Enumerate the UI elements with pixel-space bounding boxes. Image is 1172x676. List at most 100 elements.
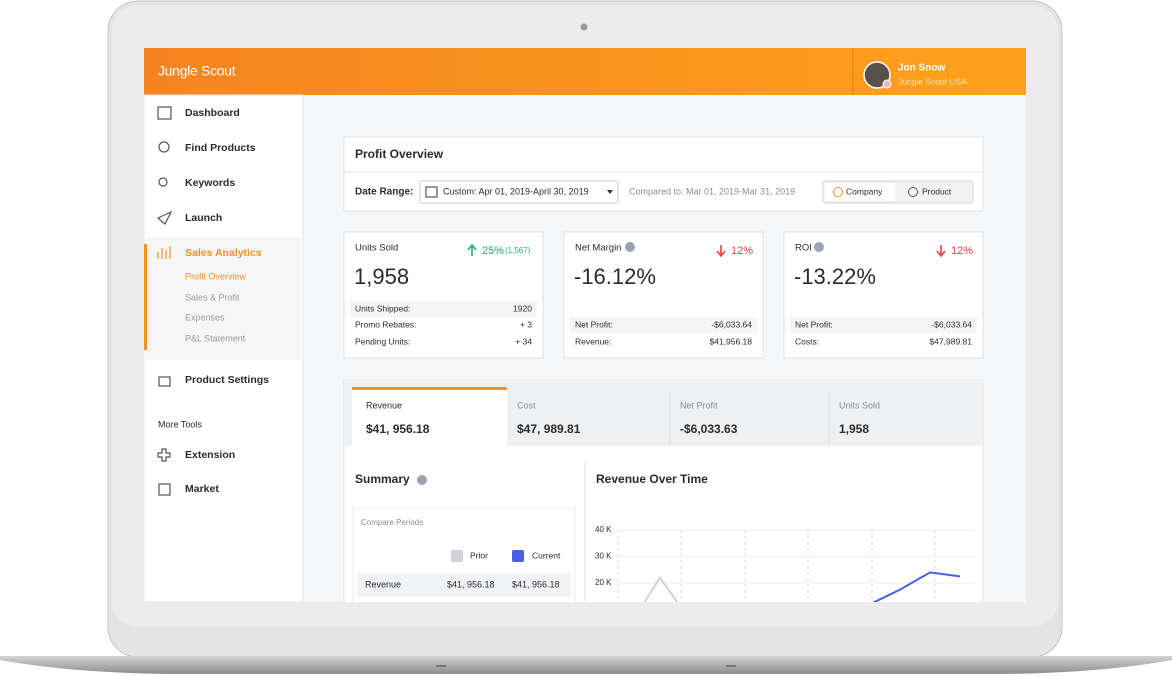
tab-label[interactable]: Cost: [517, 400, 536, 410]
row-label: Revenue: [365, 579, 401, 589]
toggle-selected: [825, 183, 895, 201]
nav-item[interactable]: Extension: [185, 449, 235, 461]
tab-label[interactable]: Units Sold: [839, 400, 880, 410]
nav-item[interactable]: Find Products: [185, 142, 256, 154]
kpi-row-label: Costs:: [795, 336, 819, 346]
nav-item[interactable]: Launch: [185, 212, 222, 224]
kpi-card: [783, 231, 984, 359]
flag: [882, 79, 892, 89]
nav-icons: [156, 106, 173, 496]
tab-value: -$6,033.63: [680, 422, 738, 436]
nav-item[interactable]: Dashboard: [185, 107, 240, 119]
kpi-row-label: Net Profit:: [795, 319, 833, 329]
summary-title: Summary: [355, 472, 410, 486]
icon: [158, 483, 171, 496]
tab-label[interactable]: Revenue: [366, 400, 402, 410]
kpi-row-bg: [350, 301, 537, 317]
kpi-value: -13.22%: [794, 264, 876, 289]
nav-item[interactable]: Market: [185, 483, 219, 495]
help-icon[interactable]: [814, 242, 824, 252]
compared: Compared to: Mar 01, 2019-Mar 31, 2019: [629, 186, 795, 196]
foot: [436, 665, 446, 667]
trend-arrow: [467, 243, 477, 256]
y-tick-label: 30 K: [595, 552, 612, 561]
kpi-change: 12%: [951, 245, 973, 257]
kpi-row-value: $47,989.81: [929, 336, 972, 346]
kpi-change: 12%: [731, 245, 753, 257]
legend-label: Current: [532, 550, 561, 560]
kpi-row-bg: [790, 317, 977, 333]
kpi-change-detail: (1,567): [505, 246, 531, 255]
icon: [158, 141, 170, 153]
toggle-option[interactable]: Product: [922, 186, 952, 196]
kpi-card: [563, 231, 764, 359]
nav-sub-item[interactable]: Profit Overview: [185, 271, 247, 281]
icon: [833, 187, 843, 197]
card-title: Profit Overview: [355, 147, 444, 161]
kpi-label: ROI: [795, 243, 812, 254]
foot: [726, 665, 736, 667]
tab-value: $41, 956.18: [366, 422, 430, 436]
kpi-row-label: Units Shipped:: [355, 303, 410, 313]
user-org: Jungle Scout USA: [898, 76, 967, 86]
help-icon[interactable]: [417, 475, 427, 485]
nav-item[interactable]: Sales Analytics: [185, 247, 262, 259]
kpi-row-label: Revenue:: [575, 336, 611, 346]
tab-value: $47, 989.81: [517, 422, 581, 436]
icon: [158, 376, 171, 387]
icon: [158, 177, 168, 187]
brand[interactable]: Jungle Scout: [158, 63, 236, 79]
tab-value: 1,958: [839, 422, 869, 436]
date-label: Date Range:: [355, 187, 413, 198]
header: [144, 48, 1026, 95]
nav-item[interactable]: Keywords: [185, 177, 235, 189]
chart-columns: [617, 530, 936, 602]
nav-item[interactable]: Product Settings: [185, 374, 269, 386]
kpi-change: 25%: [482, 245, 504, 257]
nav-heading: More Tools: [158, 419, 202, 429]
kpi-value: -16.12%: [574, 264, 656, 289]
kpi-row-label: Pending Units:: [355, 336, 410, 346]
icon: [157, 448, 171, 462]
camera: [580, 23, 588, 31]
kpi-row-label: Promo Rebates:: [355, 319, 416, 329]
date-value[interactable]: Custom: Apr 01, 2019-April 30, 2019: [443, 186, 589, 196]
nav-sub-item[interactable]: Expenses: [185, 312, 225, 322]
calendar-icon: [425, 186, 438, 198]
series-line: [872, 571, 961, 602]
toggle-option[interactable]: Company: [846, 186, 883, 196]
screen: Jungle Scout Jon Snow Jungle Scout USA P…: [144, 48, 1026, 602]
active-bar: [144, 244, 147, 350]
kpi-row-value: + 34: [515, 336, 532, 346]
nav-sub-item[interactable]: Sales & Profit: [185, 292, 240, 302]
compare-label: Compare Periods: [361, 518, 423, 527]
series-line: [643, 575, 679, 602]
y-tick-label: 20 K: [595, 578, 612, 587]
legend-label: Prior: [470, 550, 488, 560]
help-icon[interactable]: [625, 242, 635, 252]
icon: [157, 106, 172, 120]
nav-sub-item[interactable]: P&L Statement: [185, 333, 246, 343]
kpi-label: Net Margin: [575, 243, 621, 254]
trend-arrow: [936, 245, 946, 258]
kpi-row-label: Net Profit:: [575, 319, 613, 329]
kpi-row-value: $41,956.18: [709, 336, 752, 346]
kpi-row-value: -$6,033.64: [711, 319, 752, 329]
kpi-card: [343, 231, 544, 359]
kpi-row-value: -$6,033.64: [931, 319, 972, 329]
icon: [156, 210, 173, 225]
user-name: Jon Snow: [898, 63, 945, 74]
kpi-row-value: + 3: [520, 319, 532, 329]
kpi-value: 1,958: [354, 264, 409, 289]
laptop-base: [0, 656, 1172, 674]
active-tab-border: [352, 387, 507, 390]
trend-arrow: [716, 245, 726, 258]
chart-title: Revenue Over Time: [596, 472, 708, 486]
kpi-row-bg: [570, 317, 757, 333]
tab-label[interactable]: Net Profit: [680, 400, 718, 410]
date-dropdown[interactable]: [419, 180, 619, 204]
active-tab[interactable]: [352, 387, 507, 446]
row-value: $41, 956.18: [512, 579, 560, 589]
kpi-row-value: 1920: [513, 303, 532, 313]
